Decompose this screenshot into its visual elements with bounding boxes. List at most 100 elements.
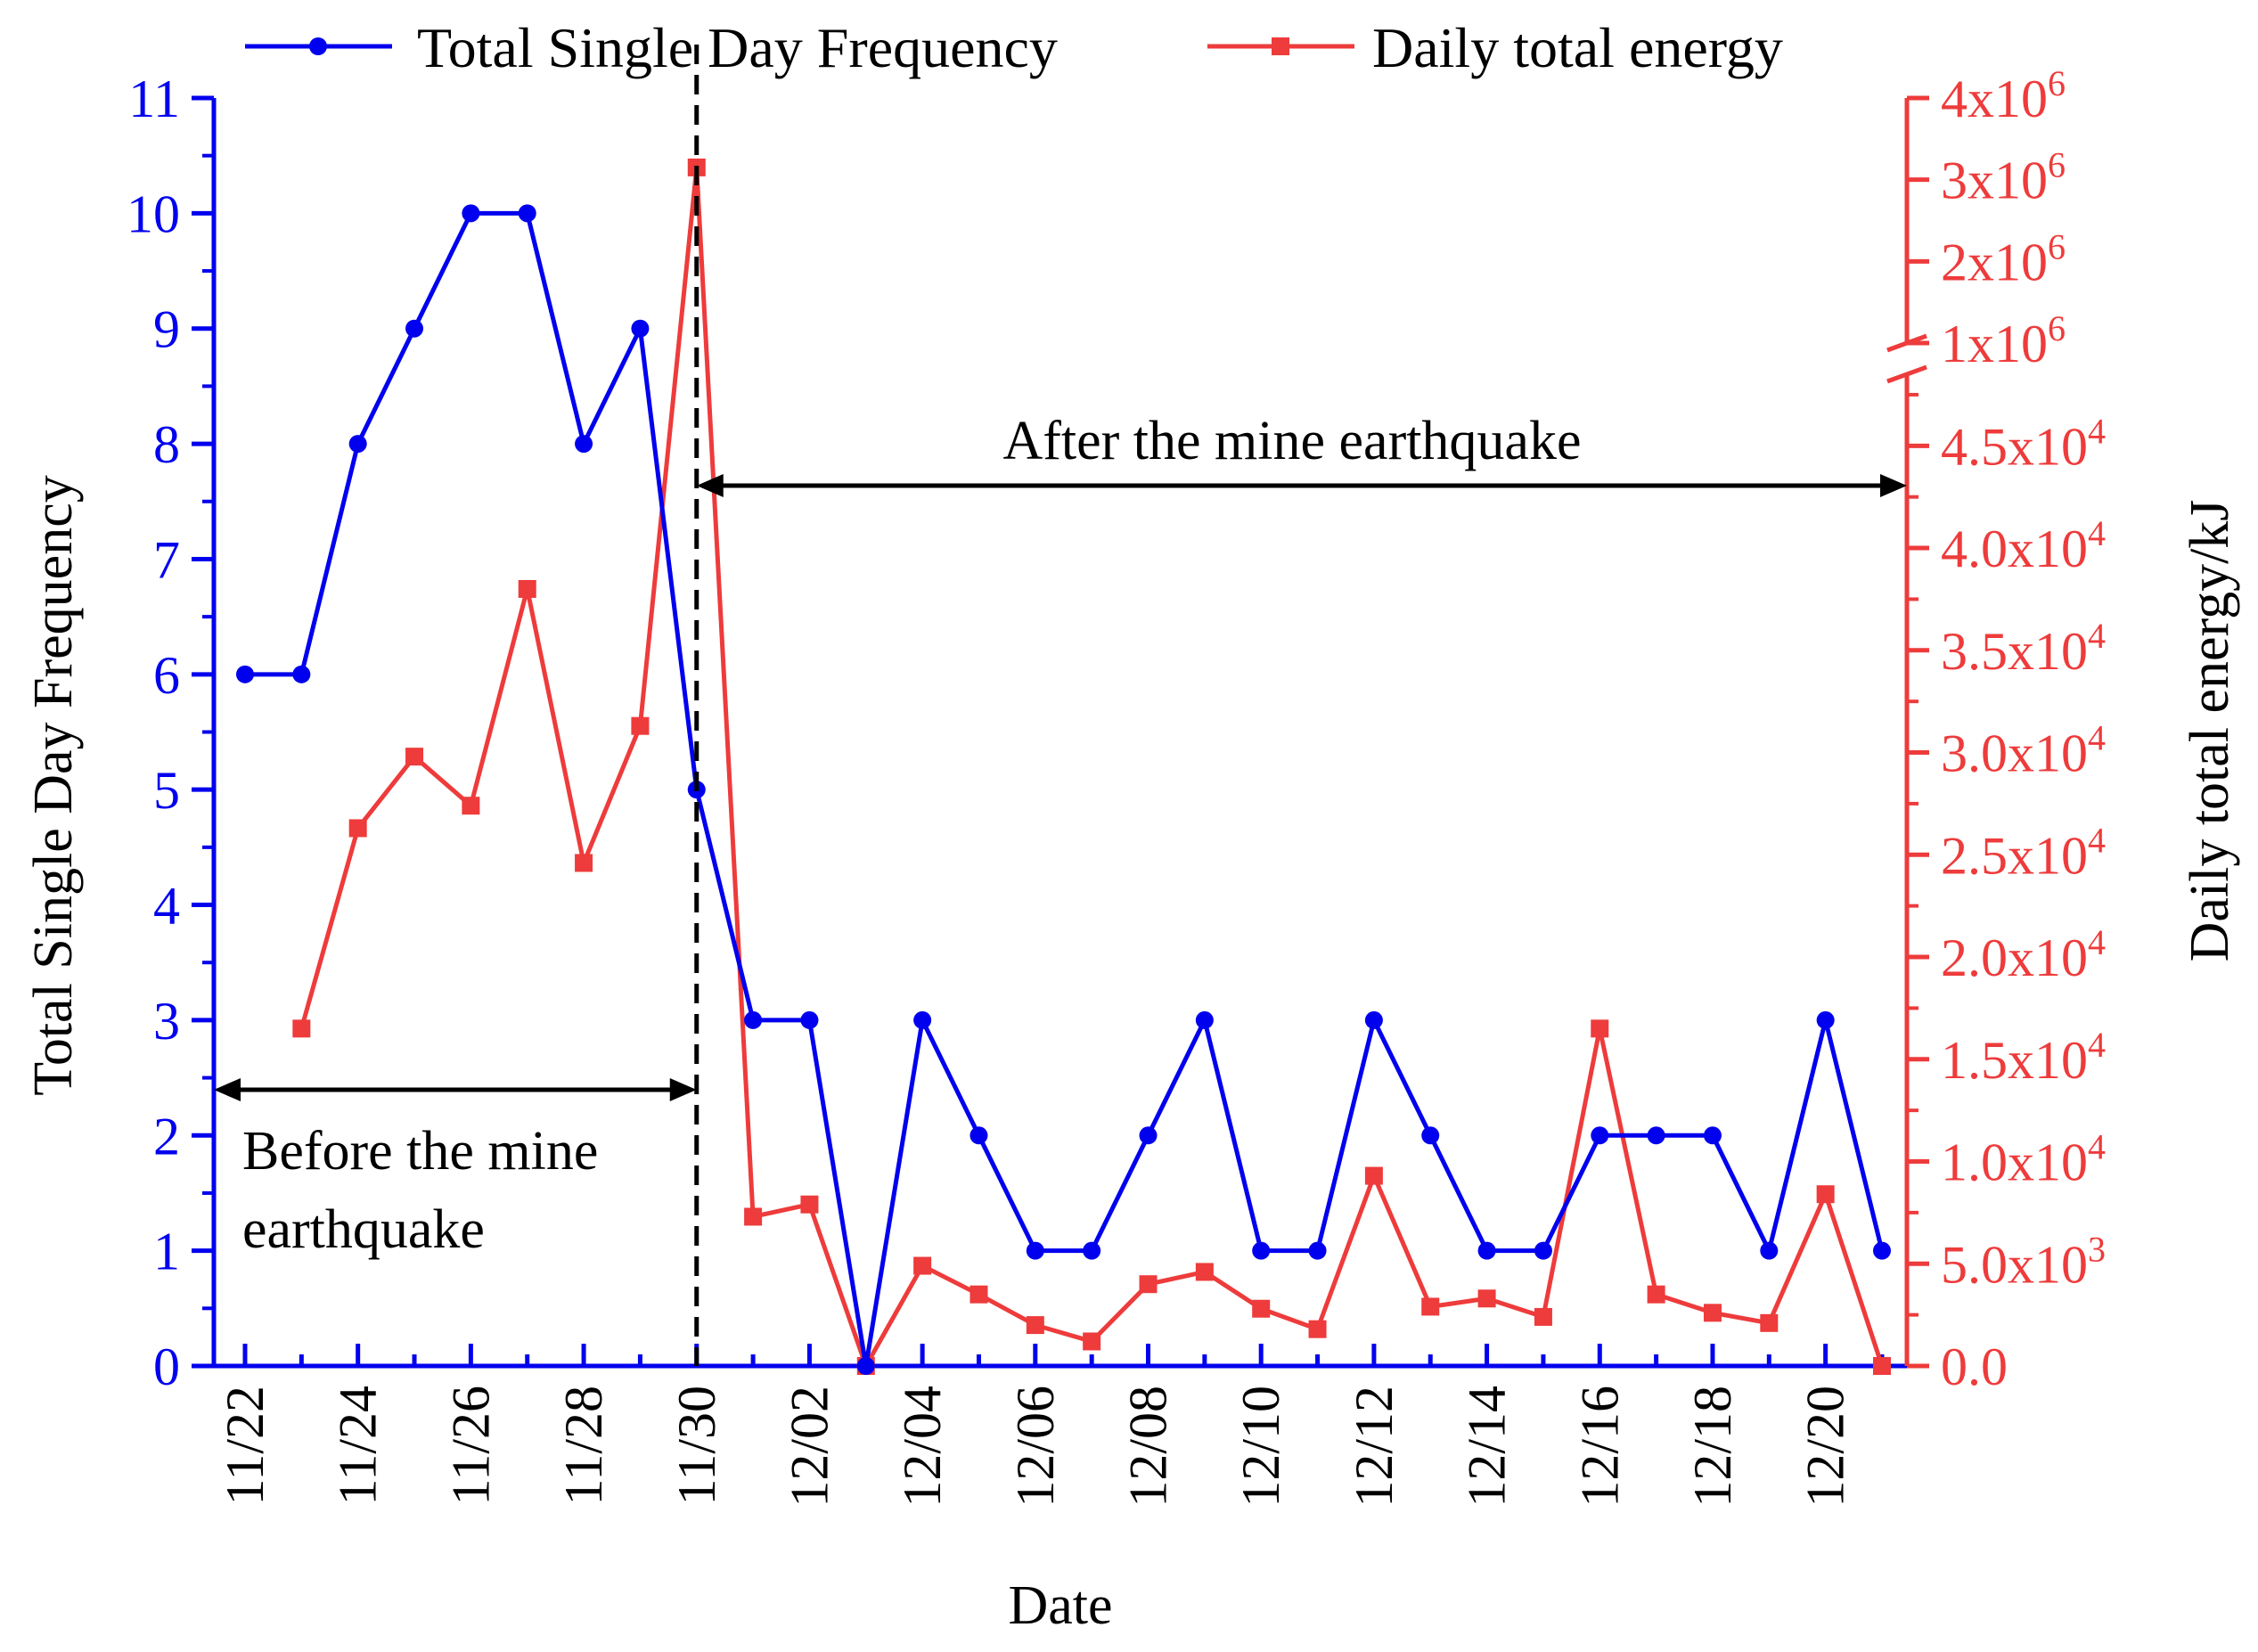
energy-point xyxy=(405,748,424,766)
frequency-point xyxy=(800,1010,819,1029)
left-tick-label: 7 xyxy=(153,530,180,589)
x-tick-label: 12/02 xyxy=(780,1386,839,1508)
right-tick-label: 1.5x104 xyxy=(1941,1025,2106,1090)
right-tick-label: 0.0 xyxy=(1941,1337,2008,1396)
left-tick-label: 1 xyxy=(153,1223,180,1281)
frequency-line xyxy=(245,210,1885,1367)
legend: Total Single Day Frequency Daily total e… xyxy=(245,16,1783,79)
frequency-point xyxy=(1308,1241,1327,1260)
right-tick-label: 3x106 xyxy=(1941,145,2066,210)
left-tick-label: 4 xyxy=(153,877,180,936)
energy-point xyxy=(1195,1263,1214,1281)
legend-frequency-marker xyxy=(309,37,327,55)
frequency-point xyxy=(1534,1241,1552,1260)
x-tick-label: 11/24 xyxy=(329,1386,388,1505)
energy-point xyxy=(1308,1320,1327,1338)
before-annotation-line2: earthquake xyxy=(242,1199,485,1260)
energy-point xyxy=(1816,1185,1835,1204)
energy-point xyxy=(1703,1304,1722,1322)
frequency-point xyxy=(969,1126,988,1145)
frequency-point xyxy=(1873,1241,1891,1260)
frequency-point xyxy=(292,665,311,683)
before-arrow-head-right xyxy=(669,1078,697,1101)
left-tick-label: 8 xyxy=(153,415,180,474)
energy-point xyxy=(348,819,367,838)
x-tick-label: 12/18 xyxy=(1683,1386,1742,1508)
x-axis-title: Date xyxy=(1008,1575,1112,1636)
frequency-point xyxy=(1591,1126,1609,1145)
right-axis-ticks: 0.0 5.0x103 1.0x104 1.5x104 2.0x104 2.5x104 3.… xyxy=(1907,63,2106,1396)
before-annotation-line1: Before the mine xyxy=(242,1121,598,1182)
frequency-point xyxy=(744,1010,763,1029)
energy-point xyxy=(292,1019,311,1038)
left-tick-label: 9 xyxy=(153,300,180,359)
x-tick-label: 11/26 xyxy=(441,1386,500,1505)
frequency-point xyxy=(462,204,480,223)
energy-point xyxy=(1364,1166,1383,1185)
energy-point xyxy=(1477,1289,1496,1308)
annotations: After the mine earthquake Before the min… xyxy=(214,45,1907,1366)
energy-point xyxy=(1647,1285,1665,1304)
frequency-point xyxy=(1026,1241,1044,1260)
frequency-point xyxy=(1364,1010,1383,1029)
right-tick-label: 1x106 xyxy=(1941,308,2066,373)
frequency-point xyxy=(856,1357,875,1375)
energy-point xyxy=(1534,1307,1552,1326)
right-tick-label: 2.0x104 xyxy=(1941,922,2106,987)
axis-break-mark xyxy=(1886,364,1927,384)
frequency-point xyxy=(1083,1241,1101,1260)
x-tick-label: 12/12 xyxy=(1345,1386,1403,1508)
frequency-point xyxy=(1477,1241,1496,1260)
legend-energy-label: Daily total energy xyxy=(1372,16,1783,79)
right-tick-label: 3.0x104 xyxy=(1941,718,2106,783)
right-tick-label: 5.0x103 xyxy=(1941,1229,2106,1294)
right-tick-label: 4x106 xyxy=(1941,63,2066,128)
left-tick-label: 10 xyxy=(127,184,180,243)
energy-point xyxy=(462,797,480,815)
frequency-point xyxy=(1647,1126,1665,1145)
x-tick-label: 12/10 xyxy=(1231,1386,1290,1508)
left-tick-label: 3 xyxy=(153,992,180,1051)
left-axis-ticks: 0 1 2 3 4 5 6 7 8 9 10 11 xyxy=(127,70,214,1396)
frequency-point xyxy=(1703,1126,1722,1145)
after-annotation: After the mine earthquake xyxy=(1003,411,1582,471)
energy-point xyxy=(744,1207,763,1226)
right-tick-label: 4.0x104 xyxy=(1941,513,2106,578)
energy-point xyxy=(800,1195,819,1214)
frequency-point xyxy=(1252,1241,1271,1260)
left-tick-label: 0 xyxy=(153,1337,180,1396)
energy-point xyxy=(1873,1357,1891,1375)
energy-point xyxy=(1026,1316,1044,1335)
x-tick-label: 11/30 xyxy=(667,1386,726,1505)
frequency-point xyxy=(1195,1010,1214,1029)
frequency-point xyxy=(1816,1010,1835,1029)
x-tick-label: 11/22 xyxy=(216,1386,274,1505)
left-tick-label: 11 xyxy=(128,70,180,128)
right-axis-title: Daily total energy/kJ xyxy=(2180,500,2240,962)
frequency-point xyxy=(1760,1241,1779,1260)
right-tick-label: 2.5x104 xyxy=(1941,820,2106,885)
frequency-point xyxy=(518,204,536,223)
frequency-point xyxy=(1139,1126,1158,1145)
frequency-point xyxy=(405,319,424,338)
x-tick-label: 12/06 xyxy=(1006,1386,1065,1508)
right-tick-label: 1.0x104 xyxy=(1941,1127,2106,1192)
x-axis-ticks: 11/22 11/24 11/26 11/28 11/30 12/02 12/04 12/06… xyxy=(216,1344,1885,1508)
energy-series xyxy=(292,158,1891,1375)
right-tick-label: 4.5x104 xyxy=(1941,411,2106,476)
x-tick-label: 12/16 xyxy=(1570,1386,1629,1508)
legend-energy-marker xyxy=(1272,37,1289,55)
energy-point xyxy=(1591,1019,1609,1038)
right-tick-label: 2x106 xyxy=(1941,226,2066,291)
frequency-point xyxy=(348,435,367,454)
left-tick-label: 5 xyxy=(153,761,180,820)
left-axis-title: Total Single Day Frequency xyxy=(23,475,84,1095)
left-tick-label: 6 xyxy=(153,646,180,705)
frequency-point xyxy=(913,1010,932,1029)
x-tick-label: 12/20 xyxy=(1796,1386,1855,1508)
energy-point xyxy=(969,1285,988,1304)
before-arrow-head-left xyxy=(214,1078,241,1101)
energy-point xyxy=(575,854,593,872)
after-arrow-head-right xyxy=(1880,474,1907,497)
